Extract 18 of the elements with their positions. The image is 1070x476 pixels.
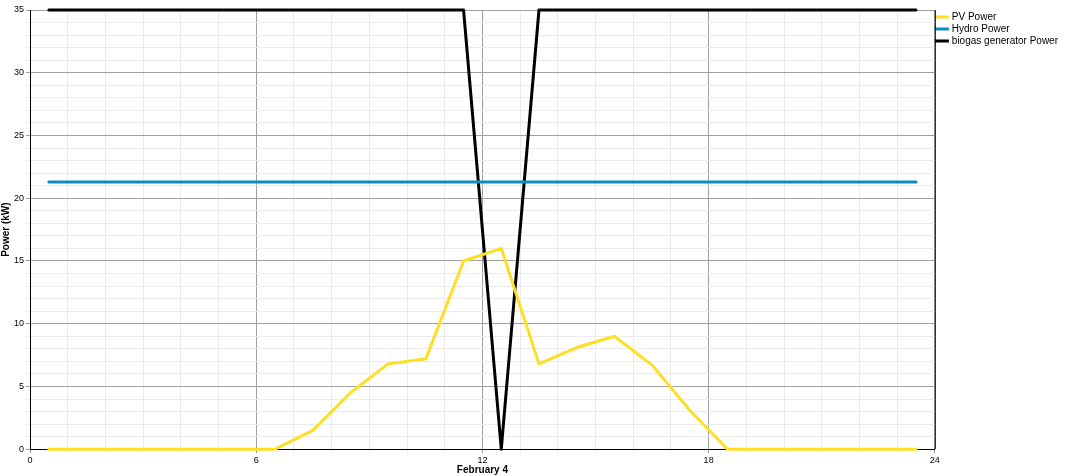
x-tick-label: 12	[477, 455, 488, 466]
legend-label: Hydro Power	[951, 22, 1011, 34]
x-tick-label: 6	[253, 455, 259, 466]
y-tick-label: 30	[14, 67, 25, 78]
y-tick-label: 20	[14, 192, 25, 203]
x-tick-label: 0	[27, 455, 33, 466]
y-axis-title: Power (kW)	[0, 202, 11, 257]
x-axis-title: February 4	[456, 463, 509, 475]
legend-label: biogas generator Power	[951, 34, 1059, 46]
x-tick-label: 24	[929, 455, 940, 466]
legend-label: PV Power	[951, 10, 997, 22]
y-tick-label: 35	[14, 4, 25, 15]
y-tick-label: 0	[19, 443, 25, 454]
y-tick-label: 10	[14, 318, 25, 329]
y-tick-label: 5	[19, 380, 25, 391]
x-tick-label: 18	[703, 455, 714, 466]
y-tick-label: 25	[14, 129, 25, 140]
y-tick-label: 15	[14, 255, 25, 266]
